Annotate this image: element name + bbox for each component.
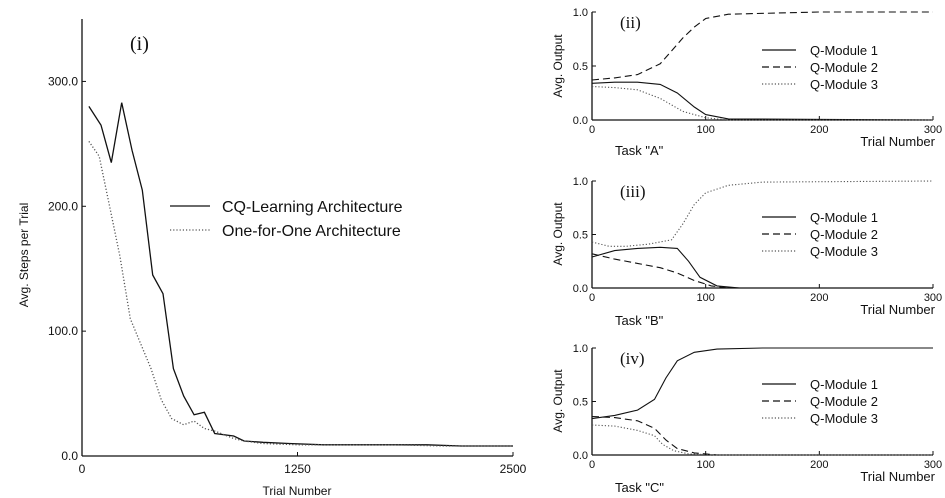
legend-label: Q-Module 2 (810, 60, 878, 75)
series-line-2 (591, 11, 933, 81)
y-tick-label: 0.5 (573, 61, 588, 73)
y-tick-label: 0.0 (573, 115, 588, 127)
task-title: Task "B" (615, 313, 664, 328)
task-title: Task "A" (615, 143, 664, 158)
x-axis-label: Trial Number (860, 302, 935, 317)
panel-label: (iv) (620, 349, 645, 368)
y-tick-label: 0.0 (573, 450, 588, 462)
y-tick-label: 1.0 (573, 343, 588, 355)
series-line-1 (591, 81, 934, 121)
x-tick-label: 0 (79, 462, 86, 476)
chart-panel-4: 0 100 200 300 0.0 0.5 1.0 (iv) Trial Number Task … (551, 343, 942, 495)
x-tick-label: 200 (810, 292, 828, 304)
series-line-3 (591, 424, 933, 456)
x-tick-label: 200 (810, 459, 828, 471)
x-tick-label: 300 (924, 292, 942, 304)
legend-label: Q-Module 2 (810, 227, 878, 242)
y-tick-label: 200.0 (48, 199, 78, 213)
series-line-2 (88, 141, 513, 447)
legend-label: One-for-One Architecture (222, 223, 401, 240)
x-tick-label: 100 (696, 459, 714, 471)
y-tick-label: 100.0 (48, 324, 78, 338)
x-tick-label: 0 (589, 292, 595, 304)
series-line-2 (591, 415, 933, 456)
series-line-1 (88, 102, 513, 447)
y-axis-label: Avg. Output (551, 202, 565, 266)
y-tick-label: 0.5 (573, 230, 588, 242)
y-tick-label: 0.5 (573, 397, 588, 409)
x-tick-label: 1250 (284, 462, 311, 476)
y-tick-label: 300.0 (48, 74, 78, 88)
y-tick-label: 1.0 (573, 7, 588, 19)
series-line-1 (591, 347, 933, 420)
chart-panel-3: 0 100 200 300 0.0 0.5 1.0 (iii) Trial Number Task… (551, 176, 942, 328)
x-axis-label: Trial Number (860, 134, 935, 149)
x-tick-label: 2500 (500, 462, 527, 476)
panel-label: (i) (130, 33, 149, 55)
panel-label: (ii) (620, 13, 641, 32)
x-tick-label: 200 (810, 124, 828, 136)
legend-label: Q-Module 2 (810, 394, 878, 409)
legend-label: Q-Module 3 (810, 244, 878, 259)
y-tick-label: 1.0 (573, 176, 588, 188)
x-axis-label: Trial Number (263, 484, 332, 498)
x-tick-label: 300 (924, 459, 942, 471)
panel-label: (iii) (620, 182, 646, 201)
x-tick-label: 0 (589, 124, 595, 136)
x-axis-label: Trial Number (860, 469, 935, 484)
chart-panel-2: 0 100 200 300 0.0 0.5 1.0 (ii) Trial Number Task … (551, 7, 942, 158)
x-tick-label: 0 (589, 459, 595, 471)
x-tick-label: 100 (696, 292, 714, 304)
legend-label: CQ-Learning Architecture (222, 199, 403, 216)
legend-label: Q-Module 3 (810, 77, 878, 92)
series-line-3 (591, 180, 934, 247)
task-title: Task "C" (615, 480, 664, 495)
y-axis-label: Avg. Steps per Trial (17, 203, 31, 308)
series-line-3 (591, 85, 933, 121)
legend-label: Q-Module 3 (810, 411, 878, 426)
series-line-1 (591, 246, 933, 289)
y-tick-label: 0.0 (573, 283, 588, 295)
x-tick-label: 300 (924, 124, 942, 136)
series-line-2 (591, 253, 933, 289)
legend-label: Q-Module 1 (810, 377, 878, 392)
legend-label: Q-Module 1 (810, 43, 878, 58)
y-axis-label: Avg. Output (551, 369, 565, 433)
chart-panel-1: 0 1250 2500 0.0 100.0 200.0 300.0 (i) Trial Numb… (17, 19, 527, 498)
y-axis-label: Avg. Output (551, 34, 565, 98)
y-tick-label: 0.0 (61, 449, 78, 463)
legend-label: Q-Module 1 (810, 210, 878, 225)
x-tick-label: 100 (696, 124, 714, 136)
